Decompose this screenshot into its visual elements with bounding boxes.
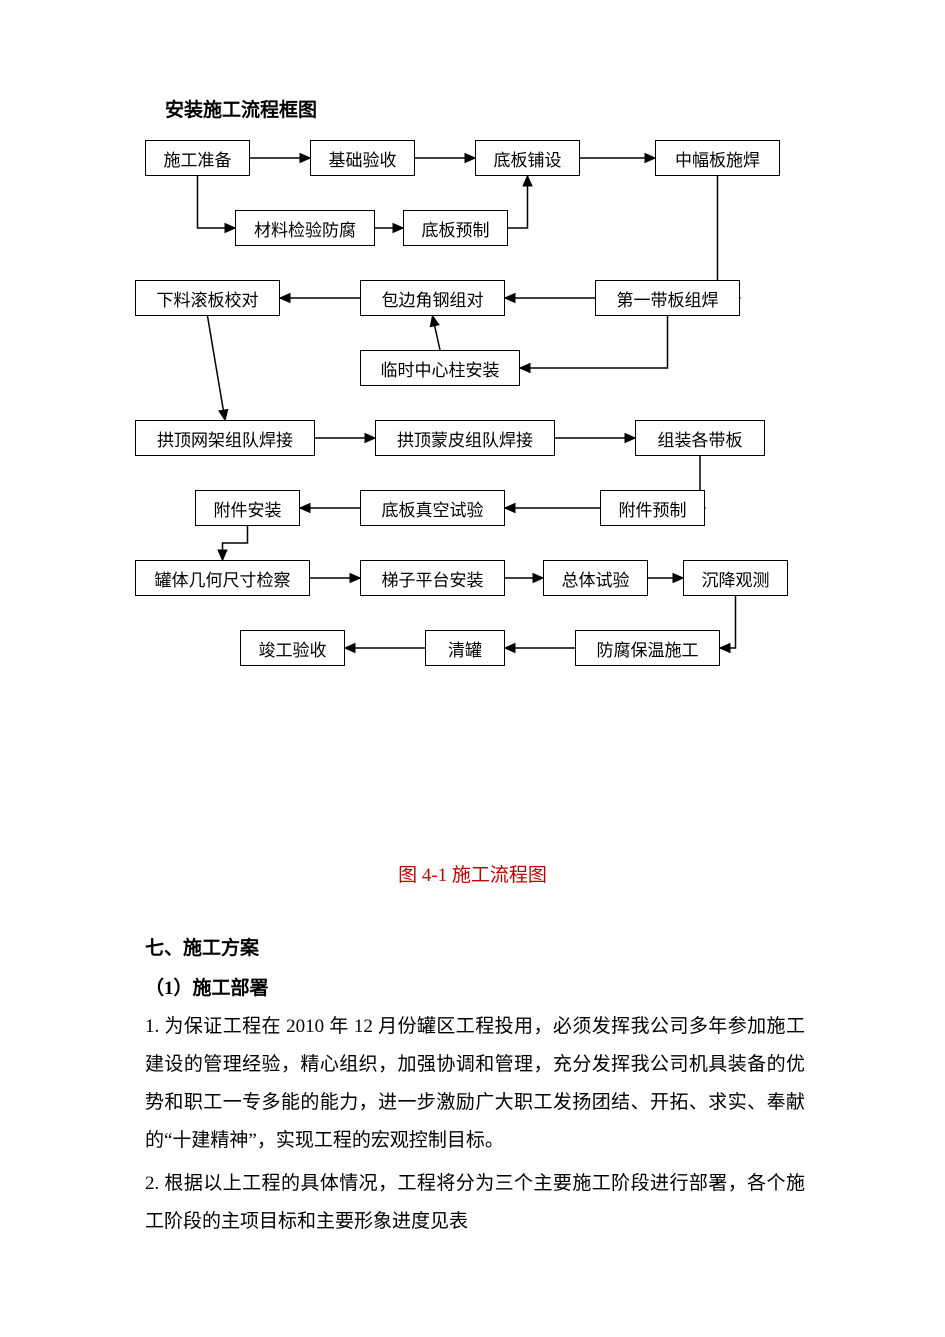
flow-node-n17: 罐体几何尺寸检察 (135, 560, 310, 596)
flow-node-n14: 附件安装 (195, 490, 300, 526)
flowchart: 施工准备 基础验收 底板铺设 中幅板施焊材料检验防腐底板预制下料滚板校对 包边角钢组对 第… (135, 130, 815, 750)
paragraph-1: 1. 为保证工程在 2010 年 12 月份罐区工程投用，必须发挥我公司多年参加… (145, 1008, 805, 1160)
paragraph-2: 2. 根据以上工程的具体情况，工程将分为三个主要施工阶段进行部署，各个施工阶段的… (145, 1165, 805, 1241)
flow-node-n20: 沉降观测 (683, 560, 788, 596)
flow-node-n10: 临时中心柱安装 (360, 350, 520, 386)
subsection-heading: （1）施工部署 (145, 970, 805, 1008)
flow-node-n23: 防腐保温施工 (575, 630, 720, 666)
figure-caption: 图 4-1 施工流程图 (0, 860, 945, 887)
flow-node-n16: 附件预制 (600, 490, 705, 526)
flow-node-n3: 底板铺设 (475, 140, 580, 176)
flow-node-n18: 梯子平台安装 (360, 560, 505, 596)
flow-node-n21: 竣工验收 (240, 630, 345, 666)
flow-node-n5: 材料检验防腐 (235, 210, 375, 246)
document-page: 安装施工流程框图 施工准备 基础验收 底板铺设 中幅板施焊材料检验防腐底板预制下料滚板… (0, 0, 945, 1337)
flow-node-n6: 底板预制 (403, 210, 508, 246)
flow-node-n22: 清罐 (425, 630, 505, 666)
flow-node-n7: 下料滚板校对 (135, 280, 280, 316)
flow-node-n4: 中幅板施焊 (655, 140, 780, 176)
flow-node-n8: 包边角钢组对 (360, 280, 505, 316)
flow-node-n13: 组装各带板 (635, 420, 765, 456)
flow-node-n9: 第一带板组焊 (595, 280, 740, 316)
flow-node-n2: 基础验收 (310, 140, 415, 176)
flowchart-title: 安装施工流程框图 (165, 95, 317, 122)
flow-node-n15: 底板真空试验 (360, 490, 505, 526)
flow-node-n12: 拱顶蒙皮组队焊接 (375, 420, 555, 456)
flow-node-n19: 总体试验 (543, 560, 648, 596)
section-heading: 七、施工方案 (145, 930, 805, 968)
flow-node-n11: 拱顶网架组队焊接 (135, 420, 315, 456)
flow-node-n1: 施工准备 (145, 140, 250, 176)
